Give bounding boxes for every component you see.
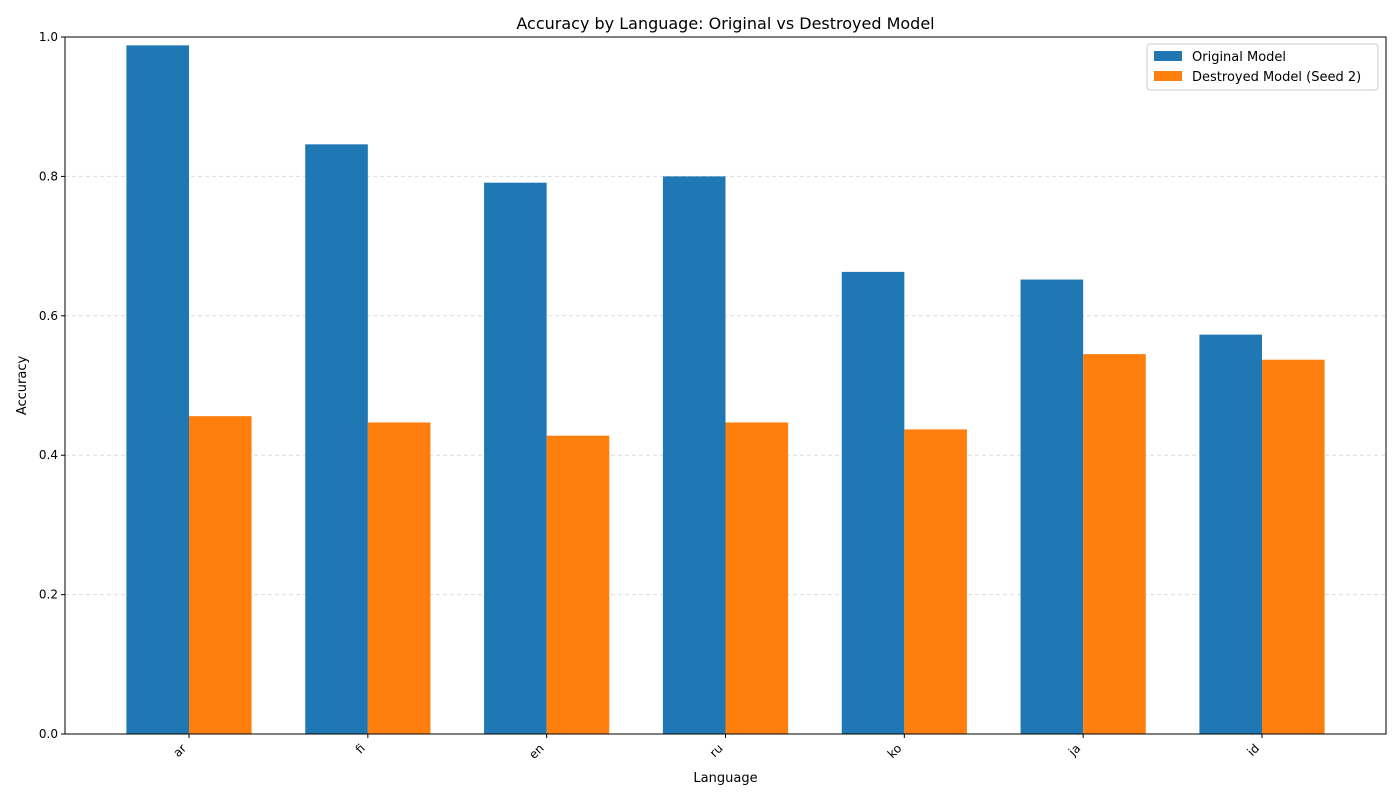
x-tick-label: fi (353, 741, 368, 756)
y-tick-label: 1.0 (39, 30, 58, 44)
bar-original-fi (305, 144, 368, 734)
bar-original-ar (126, 45, 189, 734)
x-tick-label: id (1244, 741, 1262, 759)
bar-original-id (1199, 334, 1262, 734)
x-tick-label: ko (885, 741, 905, 761)
x-tick-label: ar (171, 741, 190, 760)
legend-label-original: Original Model (1192, 50, 1286, 65)
x-tick-label: en (526, 741, 547, 762)
y-tick-label: 0.6 (39, 309, 58, 323)
bar-original-ja (1020, 279, 1084, 734)
x-tick-label: ja (1065, 741, 1083, 759)
legend-swatch-original (1154, 51, 1182, 61)
y-tick-label: 0.2 (39, 588, 58, 602)
bar-destroyed-ko (904, 429, 967, 734)
bars (126, 45, 1325, 735)
chart-title: Accuracy by Language: Original vs Destro… (516, 14, 934, 33)
bar-destroyed-en (546, 435, 610, 734)
bar-destroyed-ar (189, 416, 252, 734)
y-tick-label: 0.4 (39, 448, 58, 462)
bar-destroyed-fi (367, 422, 431, 734)
y-tick-label: 0.0 (39, 727, 58, 741)
y-axis-label: Accuracy (15, 356, 30, 416)
bar-destroyed-ru (725, 422, 789, 734)
bar-destroyed-id (1262, 359, 1325, 734)
legend-label-destroyed: Destroyed Model (Seed 2) (1192, 70, 1361, 85)
legend-swatch-destroyed (1154, 71, 1182, 81)
x-tick-label: ru (707, 741, 726, 760)
bar-original-ko (841, 271, 905, 734)
legend: Original Model Destroyed Model (Seed 2) (1146, 43, 1379, 91)
y-tick-label: 0.8 (39, 169, 58, 183)
x-axis-ticks: ar fi en ru ko ja id (171, 734, 1263, 762)
bar-destroyed-ja (1083, 354, 1146, 734)
bar-original-ru (662, 176, 726, 734)
legend-frame (1146, 43, 1379, 91)
bar-original-en (484, 182, 547, 735)
x-axis-label: Language (693, 771, 757, 786)
y-axis-ticks: 0.0 0.2 0.4 0.6 0.8 1.0 (39, 30, 65, 741)
